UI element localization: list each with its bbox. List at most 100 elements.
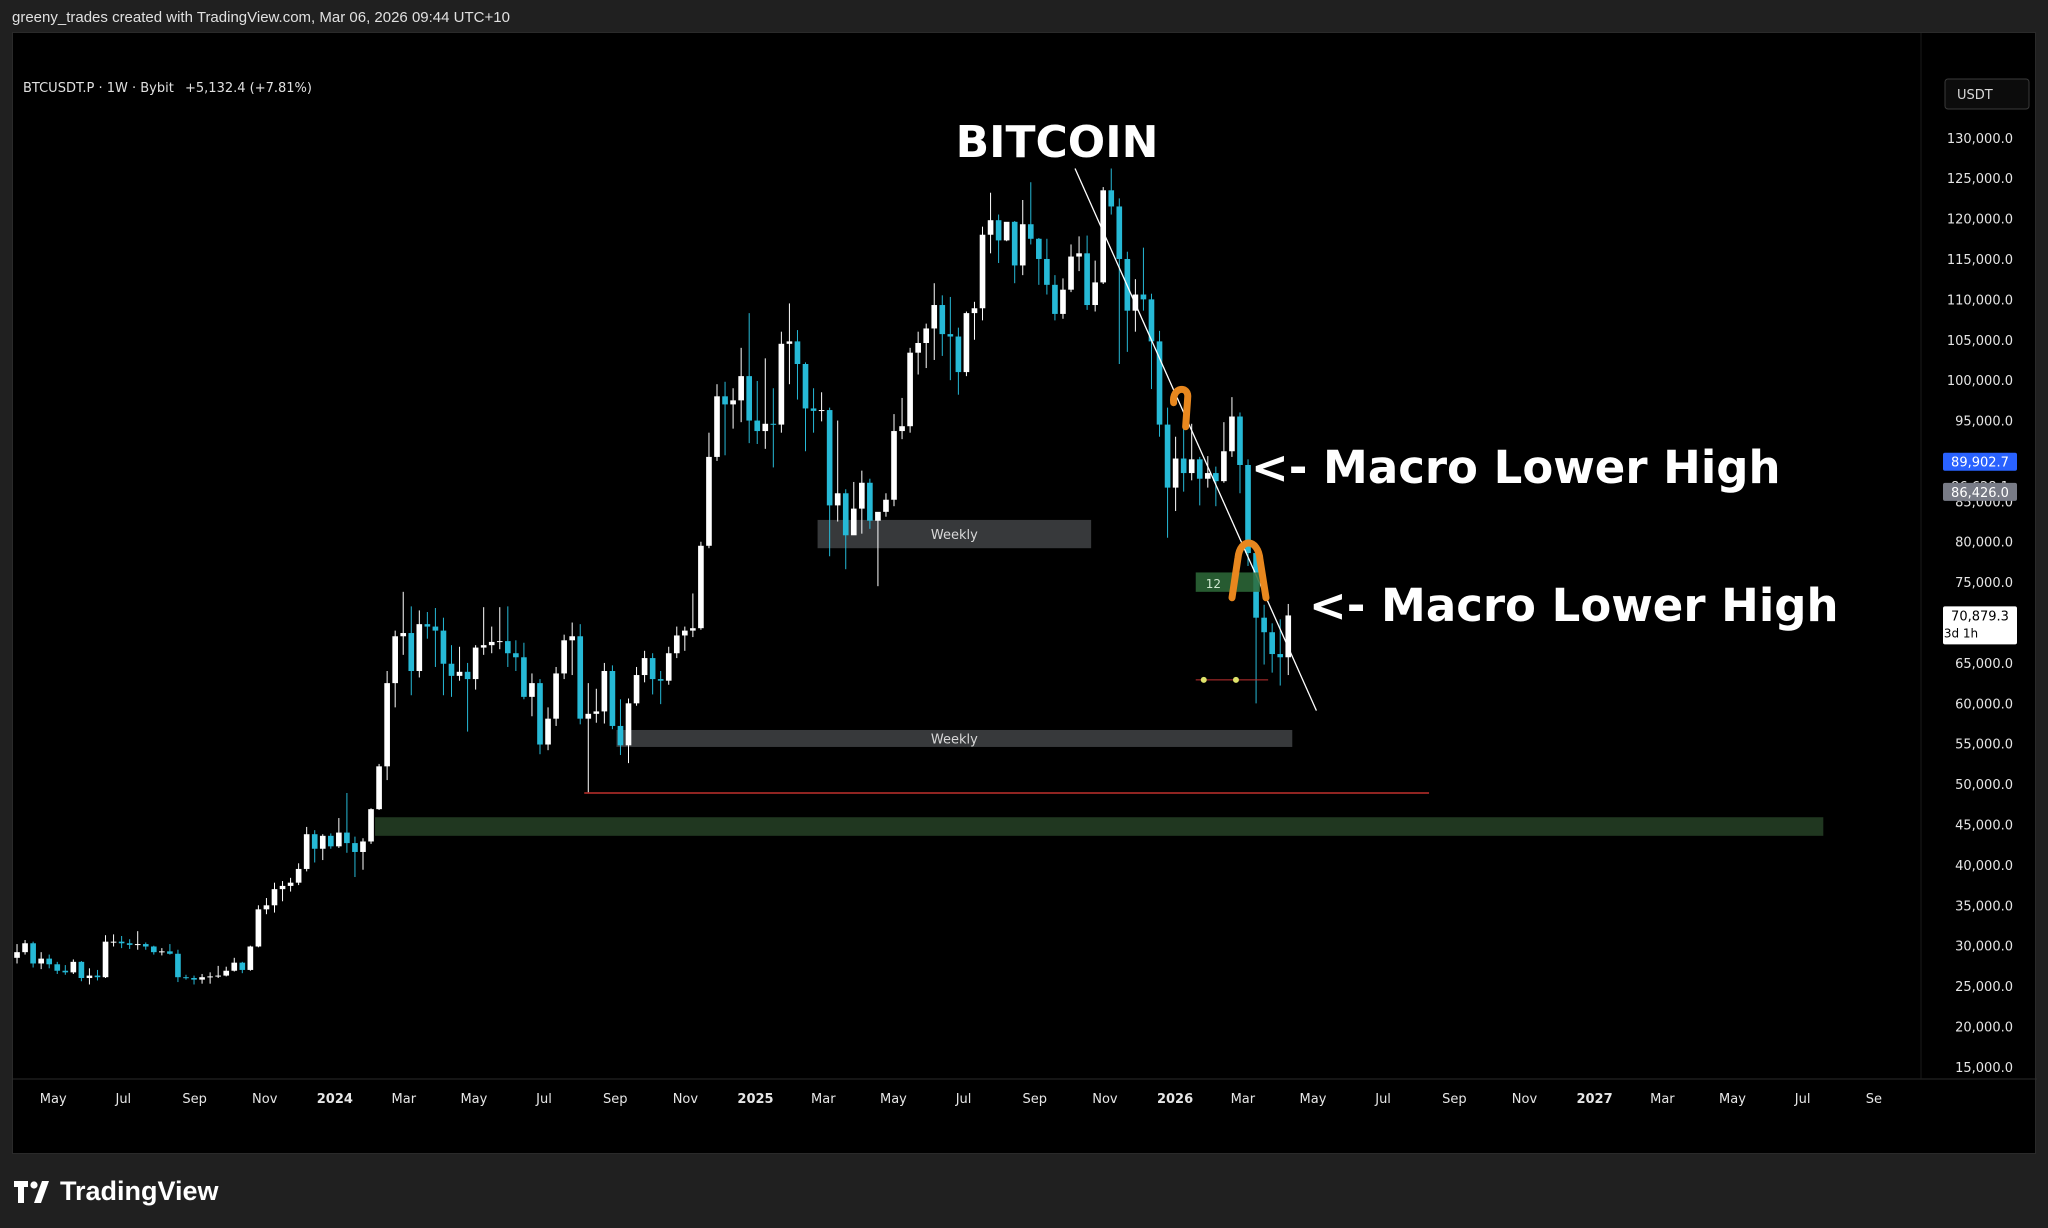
chart-frame: Weekly Weekly 12 <- Macro Lower High <- Mac… (12, 32, 2037, 1155)
candle-down (947, 334, 954, 337)
candle-up (641, 658, 648, 676)
candle-up (931, 305, 938, 329)
candle-up (1204, 473, 1211, 479)
candle-down (94, 975, 101, 978)
candle-down (344, 832, 350, 844)
candle-down (1277, 654, 1284, 658)
candle-down (1196, 459, 1203, 479)
candle-up (593, 711, 600, 714)
candle-up (569, 636, 575, 641)
price-tick-label: 100,000.0 (1947, 374, 2013, 389)
candle-up (625, 703, 632, 746)
candle-down (1213, 473, 1219, 482)
time-tick-label: Mar (392, 1092, 417, 1107)
candle-down (1269, 632, 1275, 655)
candle-down (424, 624, 431, 627)
candle-up (585, 713, 592, 719)
time-tick-label: May (1300, 1092, 1327, 1107)
price-tick-label: 35,000.0 (1955, 899, 2013, 914)
time-tick-label: Se (1866, 1092, 1882, 1107)
candle-down (327, 835, 334, 847)
time-tick-label: 2026 (1157, 1092, 1193, 1107)
price-tick-label: 65,000.0 (1955, 657, 2013, 672)
candle-down (794, 341, 801, 365)
time-tick-label: Mar (1231, 1092, 1256, 1107)
price-tick-label: 60,000.0 (1955, 697, 2013, 712)
candle-up (263, 905, 270, 910)
candle-up (987, 220, 994, 235)
candles-layer (14, 168, 1292, 985)
candle-down (577, 636, 584, 719)
candle-down (408, 633, 415, 672)
candle-up (714, 396, 720, 457)
candle-up (472, 647, 479, 680)
time-tick-label: Nov (252, 1092, 278, 1107)
time-tick-label: 2024 (317, 1092, 353, 1107)
candle-up (86, 975, 93, 979)
candle-down (1164, 424, 1171, 488)
candle-up (1221, 451, 1227, 482)
candle-down (939, 305, 946, 335)
candle-up (834, 493, 841, 506)
candle-up (384, 683, 390, 767)
candle-up (287, 882, 294, 886)
time-tick-label: May (40, 1092, 67, 1107)
price-tag-bg (1943, 452, 2017, 471)
candle-up (1100, 190, 1107, 283)
candle-down (448, 663, 455, 676)
candle-up (102, 941, 109, 978)
tradingview-logo[interactable]: TradingView (14, 1176, 219, 1207)
chart-credit: greeny_trades created with TradingView.c… (12, 9, 510, 26)
candle-down (46, 958, 53, 965)
candle-down (1140, 294, 1147, 300)
candle-up (633, 675, 640, 704)
low-marker (1232, 676, 1239, 683)
candle-down (118, 941, 125, 944)
candle-down (504, 641, 511, 654)
candle-up (22, 943, 28, 953)
chart-canvas[interactable]: Weekly Weekly 12 <- Macro Lower High <- Mac… (13, 33, 2037, 1155)
candle-down (1044, 258, 1050, 285)
price-tag: 89,902.7 (1951, 456, 2009, 471)
currency-button[interactable]: USDT (1944, 78, 2030, 110)
currency-label: USDT (1957, 88, 1993, 103)
candle-up (1285, 615, 1292, 658)
candle-up (295, 868, 302, 883)
candle-up (376, 766, 382, 810)
price-tick-label: 55,000.0 (1955, 738, 2013, 753)
candle-up (891, 431, 897, 500)
candle-down (54, 964, 61, 971)
candle-up (279, 885, 286, 890)
candle-up (496, 641, 503, 643)
symbol-info[interactable]: BTCUSDT.P · 1W · Bybit (23, 81, 174, 96)
candle-down (609, 671, 616, 726)
candle-up (134, 944, 141, 946)
candle-down (311, 834, 318, 849)
price-tick-label: 75,000.0 (1955, 576, 2013, 591)
price-tag-bg (1943, 482, 2017, 501)
time-tick-label: Jul (535, 1092, 552, 1107)
candle-up (336, 832, 342, 847)
tradingview-icon (14, 1180, 49, 1203)
candle-down (150, 946, 157, 953)
chart-title: BITCOIN (956, 117, 1159, 168)
lower-high-marker (1228, 539, 1270, 602)
time-tick-label: Sep (1023, 1092, 1048, 1107)
candle-down (1156, 341, 1163, 425)
candle-down (62, 970, 69, 973)
price-tick-label: 95,000.0 (1955, 415, 2013, 430)
candle-down (746, 376, 753, 421)
candle-up (207, 976, 213, 978)
candle-up (1172, 458, 1179, 488)
candle-up (159, 951, 165, 953)
candle-up (199, 977, 205, 980)
candle-up (883, 499, 889, 512)
price-axis: 135,000.0130,000.0125,000.0120,000.0115,… (1943, 91, 2017, 1076)
candle-up (1068, 256, 1074, 290)
price-tick-label: 20,000.0 (1955, 1020, 2013, 1035)
candle-down (826, 410, 833, 506)
weekly-zone (616, 729, 1293, 747)
candle-up (859, 482, 865, 509)
candle-up (1076, 253, 1082, 257)
candle-down (142, 944, 149, 947)
